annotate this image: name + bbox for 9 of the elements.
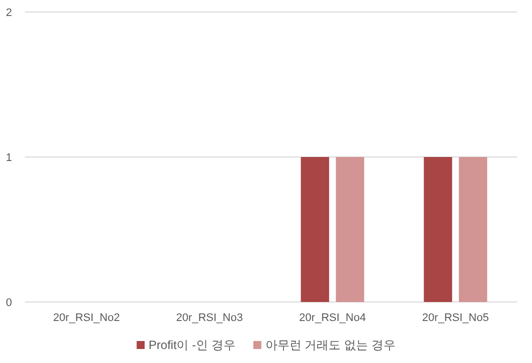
y-tick-label: 2 xyxy=(6,7,12,19)
x-tick-label: 20r_RSI_No3 xyxy=(176,312,243,324)
y-tick-label: 0 xyxy=(6,297,12,309)
x-tick-label: 20r_RSI_No5 xyxy=(422,312,489,324)
legend-label: Profit이 -인 경우 xyxy=(148,338,236,352)
y-tick-label: 1 xyxy=(6,152,12,164)
legend-label: 아무런 거래도 없는 경우 xyxy=(265,338,396,352)
x-tick-label: 20r_RSI_No2 xyxy=(53,312,120,324)
x-tick-label: 20r_RSI_No4 xyxy=(299,312,366,324)
